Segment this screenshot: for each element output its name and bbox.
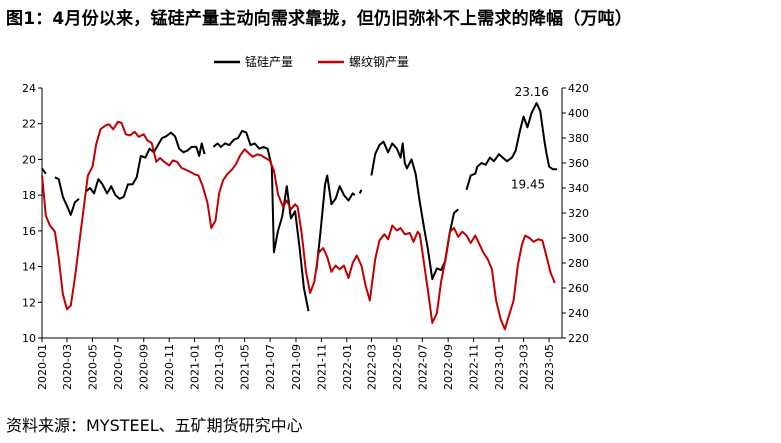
x-tick-label: 2020-11 — [163, 344, 176, 390]
x-tick-label: 2021-09 — [290, 344, 303, 390]
x-tick-label: 2022-09 — [442, 344, 455, 390]
right-tick-label: 260 — [568, 282, 589, 295]
series-line-rebar — [41, 120, 556, 331]
legend-label: 锰硅产量 — [245, 54, 293, 69]
x-tick-label: 2023-05 — [543, 344, 556, 390]
x-tick-label: 2022-01 — [341, 344, 354, 390]
x-tick-label: 2022-07 — [416, 344, 429, 390]
right-tick-label: 380 — [568, 132, 589, 145]
x-tick-label: 2021-03 — [213, 344, 226, 390]
x-tick-label: 2020-03 — [61, 344, 74, 390]
series-line-manganese-silicon — [41, 102, 557, 312]
left-tick-label: 24 — [22, 82, 36, 95]
x-tick-label: 2021-01 — [189, 344, 202, 390]
left-tick-label: 14 — [22, 261, 36, 274]
left-tick-label: 12 — [22, 296, 36, 309]
x-tick-label: 2021-07 — [264, 344, 277, 390]
right-tick-label: 220 — [568, 332, 589, 345]
x-tick-label: 2023-03 — [518, 344, 531, 390]
x-tick-label: 2020-01 — [36, 344, 49, 390]
x-tick-label: 2020-07 — [112, 344, 125, 390]
right-tick-label: 340 — [568, 182, 589, 195]
right-tick-label: 300 — [568, 232, 589, 245]
legend-label: 螺纹钢产量 — [349, 55, 409, 69]
x-tick-label: 2020-05 — [86, 344, 99, 390]
annotation-peak: 23.16 — [515, 85, 549, 99]
right-tick-label: 360 — [568, 157, 589, 170]
figure-title: 图1：4月份以来，锰硅产量主动向需求靠拢，但仍旧弥补不上需求的降幅（万吨） — [6, 9, 633, 29]
x-tick-label: 2022-05 — [391, 344, 404, 390]
left-tick-label: 16 — [22, 225, 36, 238]
right-tick-label: 280 — [568, 257, 589, 270]
annotation-latest: 19.45 — [511, 177, 545, 191]
left-tick-label: 22 — [22, 118, 36, 131]
x-tick-label: 2020-09 — [138, 344, 151, 390]
figure-source: 资料来源：MYSTEEL、五矿期货研究中心 — [6, 416, 303, 435]
left-tick-label: 20 — [22, 153, 36, 166]
right-tick-label: 420 — [568, 82, 589, 95]
x-tick-label: 2022-03 — [365, 344, 378, 390]
left-tick-label: 18 — [22, 189, 36, 202]
x-tick-label: 2022-11 — [468, 344, 481, 390]
x-tick-label: 2021-05 — [239, 344, 252, 390]
right-tick-label: 320 — [568, 207, 589, 220]
x-tick-label: 2021-11 — [315, 344, 328, 390]
right-tick-label: 240 — [568, 307, 589, 320]
left-tick-label: 10 — [22, 332, 36, 345]
x-tick-label: 2023-01 — [493, 344, 506, 390]
right-tick-label: 400 — [568, 107, 589, 120]
